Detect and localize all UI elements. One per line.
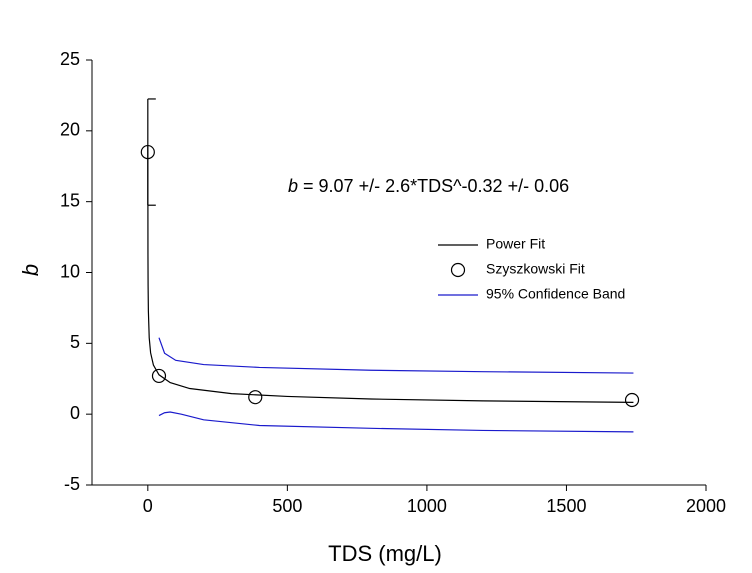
y-tick-label: 10 <box>60 261 80 281</box>
y-tick-label: 25 <box>60 49 80 69</box>
line <box>158 337 634 433</box>
legend-label: Szyszkowski Fit <box>486 261 585 277</box>
y-tick-label: 5 <box>70 332 80 352</box>
y-tick-label: 0 <box>70 403 80 423</box>
marker <box>624 392 640 408</box>
legend-label: Power Fit <box>486 236 545 252</box>
y-tick-label: -5 <box>64 474 80 494</box>
annotation: b = 9.07 +/- 2.6*TDS^-0.32 +/- 0.06 <box>288 176 569 196</box>
y-tick-label: 20 <box>60 120 80 140</box>
marker <box>248 390 263 405</box>
x-axis-label: TDS (mg/L) <box>328 541 442 566</box>
x-tick-label: 500 <box>272 496 302 516</box>
x-tick-label: 1000 <box>407 496 447 516</box>
line <box>147 146 634 404</box>
x-tick-label: 2000 <box>686 496 726 516</box>
marker <box>140 144 155 160</box>
x-tick-label: 0 <box>143 496 153 516</box>
y-axis-label: b <box>18 264 43 276</box>
annotation-text: = 9.07 +/- 2.6*TDS^-0.32 +/- 0.06 <box>298 176 569 196</box>
annotation-variable: b <box>288 176 298 196</box>
legend-swatch <box>450 262 466 278</box>
x-tick-label: 1500 <box>546 496 586 516</box>
legend-label: 95% Confidence Band <box>486 286 625 302</box>
y-tick-label: 15 <box>60 190 80 210</box>
marker <box>151 368 167 384</box>
